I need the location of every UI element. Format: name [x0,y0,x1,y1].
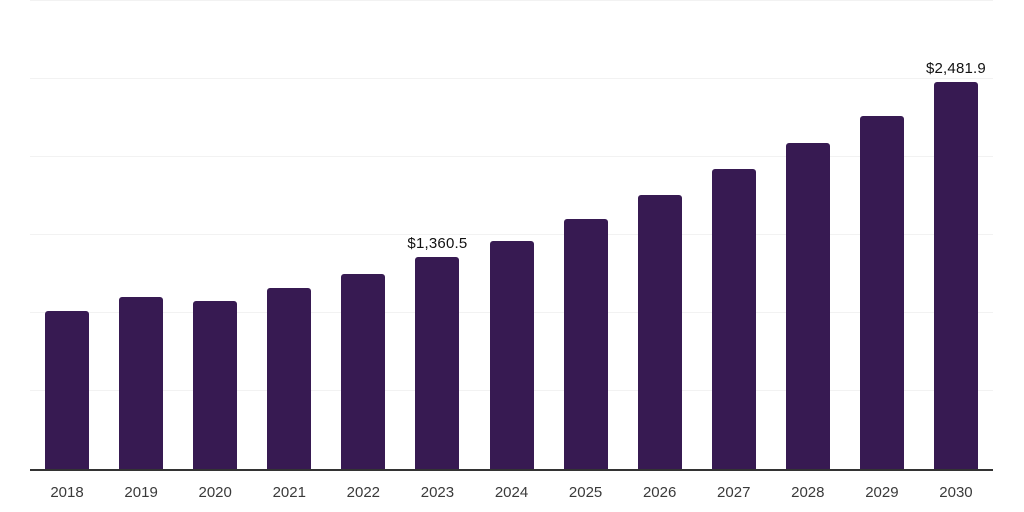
x-axis-label-2027: 2027 [717,484,751,501]
x-axis-label-2018: 2018 [50,484,84,501]
bar-2024[interactable] [489,240,534,469]
x-axis-label-2026: 2026 [642,484,677,501]
x-axis-label-2021: 2021 [272,484,306,501]
bar-slot-2020 [178,1,252,469]
x-axis-label-2022: 2022 [346,484,381,501]
plot-area: $1,360.5 $2,481.9 [30,0,993,469]
bar-value-label-2030: $2,481.9 [925,59,986,77]
gridline [30,234,993,235]
bar-slot-2019 [104,1,178,469]
bar-slot-2030: $2,481.9 [919,1,993,469]
x-axis-line [30,469,993,471]
bar-2022[interactable] [341,274,386,469]
bar-slot-2027 [697,1,771,469]
gridline [30,78,993,79]
bar-2021[interactable] [267,288,312,469]
bar-2023[interactable] [415,256,460,469]
bar-2027[interactable] [711,169,756,469]
bar-2025[interactable] [563,218,608,469]
bar-slot-2028 [771,1,845,469]
bar-2020[interactable] [193,301,238,469]
bar-2019[interactable] [119,297,164,469]
bar-2029[interactable] [859,116,904,469]
bar-slot-2025 [549,1,623,469]
bar-slot-2029 [845,1,919,469]
bar-2018[interactable] [45,310,90,469]
x-axis-label-2028: 2028 [791,484,825,501]
x-axis-label-2023: 2023 [420,484,455,501]
bar-slot-2024 [474,1,548,469]
bar-slot-2021 [252,1,326,469]
bars-layer: $1,360.5 $2,481.9 [30,1,993,469]
gridline [30,156,993,158]
bar-2030[interactable] [933,81,978,469]
bar-slot-2023: $1,360.5 [400,1,474,469]
bar-2026[interactable] [637,194,682,469]
x-axis-label-2025: 2025 [568,484,603,501]
bar-slot-2026 [623,1,697,469]
x-axis-label-2024: 2024 [494,484,529,501]
bar-2028[interactable] [785,142,830,469]
gridline [30,0,993,1]
x-axis-label-2020: 2020 [198,484,232,501]
bar-slot-2022 [326,1,400,469]
x-axis-label-2029: 2029 [865,484,899,501]
bar-value-label-2023: $1,360.5 [407,234,468,252]
x-axis-label-2019: 2019 [124,484,158,501]
bar-slot-2018 [30,1,104,469]
x-axis-labels: 2018 2019 2020 2021 2022 2023 2024 2025 2026 2027… [30,484,993,502]
x-axis-label-2030: 2030 [939,484,973,501]
